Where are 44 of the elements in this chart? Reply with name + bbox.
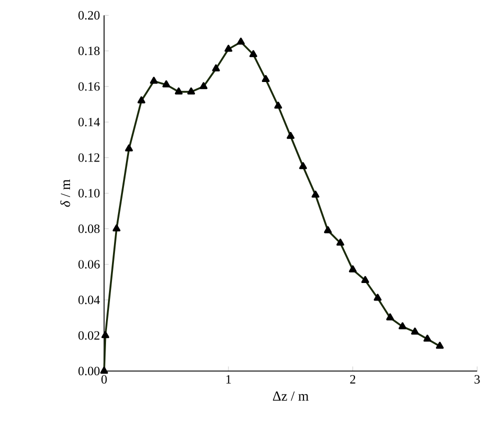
point xyxy=(200,82,208,90)
point xyxy=(386,313,394,320)
point xyxy=(336,238,344,246)
y-tick-label: 0.06 xyxy=(78,260,100,269)
point xyxy=(224,44,232,52)
point xyxy=(374,294,382,301)
y-tick-label: 0.12 xyxy=(78,153,100,162)
point xyxy=(324,226,332,234)
point xyxy=(138,96,146,104)
point xyxy=(174,87,183,94)
point xyxy=(299,162,307,170)
y-tick-label: 0.04 xyxy=(78,296,100,304)
x-tick-label: 3 xyxy=(474,375,480,384)
y-tick-label: 0.16 xyxy=(78,82,100,91)
point xyxy=(150,76,158,84)
point xyxy=(423,334,432,342)
y-axis-title: δ / m xyxy=(60,179,70,207)
point xyxy=(236,38,245,45)
point xyxy=(274,102,282,109)
y-tick-label: 0.00 xyxy=(78,366,100,376)
point xyxy=(125,144,133,152)
point xyxy=(348,265,357,272)
x-tick-label: 1 xyxy=(226,375,231,384)
point xyxy=(398,322,406,330)
y-tick-label: 0.18 xyxy=(78,46,100,56)
point xyxy=(286,132,295,139)
x-tick-label: 2 xyxy=(350,375,356,384)
y-tick-label: 0.02 xyxy=(78,331,100,340)
point xyxy=(361,276,370,283)
point xyxy=(411,328,419,335)
point xyxy=(187,87,196,94)
point xyxy=(162,80,170,88)
y-tick-label: 0.20 xyxy=(78,11,100,20)
point xyxy=(249,50,258,58)
point xyxy=(262,74,270,82)
x-axis-title: Δz / m xyxy=(272,391,309,401)
y-tick-label: 0.10 xyxy=(78,188,100,198)
y-tick-label: 0.08 xyxy=(78,224,100,234)
point xyxy=(212,64,220,72)
y-tick-label: 0.14 xyxy=(78,118,100,126)
x-tick-label: 0 xyxy=(101,375,107,384)
point xyxy=(312,190,320,198)
point xyxy=(112,224,120,232)
point xyxy=(436,342,444,349)
